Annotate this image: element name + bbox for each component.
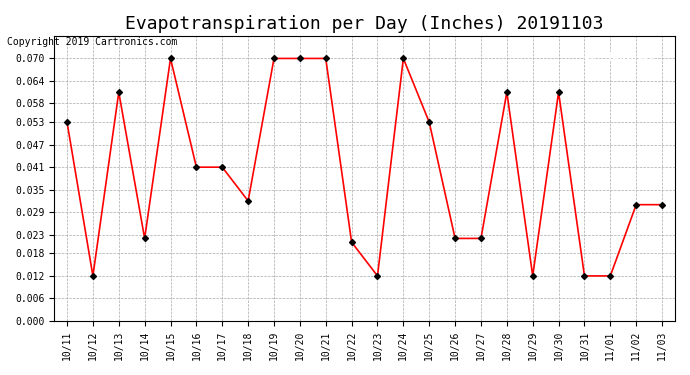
Text: Copyright 2019 Cartronics.com: Copyright 2019 Cartronics.com xyxy=(7,37,177,47)
Title: Evapotranspiration per Day (Inches) 20191103: Evapotranspiration per Day (Inches) 2019… xyxy=(126,15,604,33)
